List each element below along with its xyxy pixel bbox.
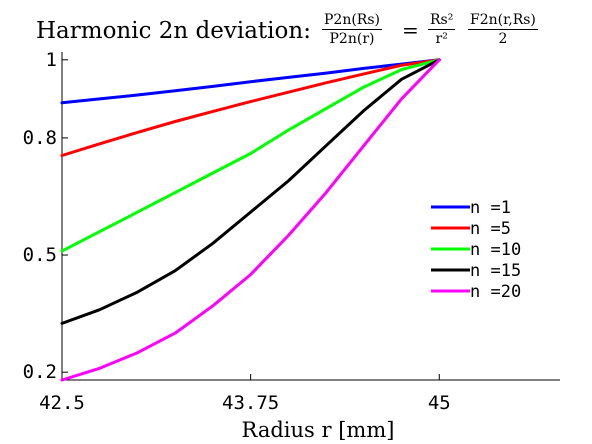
legend: n =1n =5n =10n =15n =20 [431,198,521,302]
legend-label-1: n =1 [470,198,511,218]
chart-title-text: Harmonic 2n deviation: [36,18,311,44]
series-line-2 [60,58,441,157]
x-axis-title: Radius r [mm] [242,418,395,442]
title-equals-sign: = [402,18,419,42]
title-fraction-rhs-b: F2n(r,Rs) 2 [468,12,538,47]
title-rhs-b-numerator: F2n(r,Rs) [468,12,538,30]
series-lines [60,58,441,382]
y-tick-label: 1 [46,49,57,71]
title-rhs-a-numerator: Rs² [428,12,456,30]
legend-label-2: n =5 [470,219,511,239]
legend-label-4: n =15 [470,261,521,281]
title-lhs-numerator: P2n(Rs) [322,12,382,30]
series-line-4 [60,58,441,325]
y-tick-label: 0.2 [23,361,57,383]
title-fraction-lhs: P2n(Rs) P2n(r) [322,12,382,47]
legend-label-5: n =20 [470,282,521,302]
series-line-5 [60,58,441,382]
title-rhs-b-denominator: 2 [498,31,508,47]
y-tick-label: 0.5 [23,244,57,266]
series-line-1 [60,58,441,105]
title-rhs-a-denominator: r² [435,31,448,47]
title-lhs-denominator: P2n(r) [329,31,375,47]
chart-title: Harmonic 2n deviation: P2n(Rs) P2n(r) = … [30,8,590,58]
x-tick-label: 45 [428,392,451,414]
axis-ticks: 0.2 0.5 0.8 1 42.5 43.75 45 [23,49,451,414]
x-tick-label: 42.5 [39,392,85,414]
x-tick-label: 43.75 [222,392,279,414]
title-fraction-rhs-a: Rs² r² [428,12,456,47]
series-line-3 [60,58,441,253]
y-tick-label: 0.8 [23,127,57,149]
legend-label-3: n =10 [470,240,521,260]
